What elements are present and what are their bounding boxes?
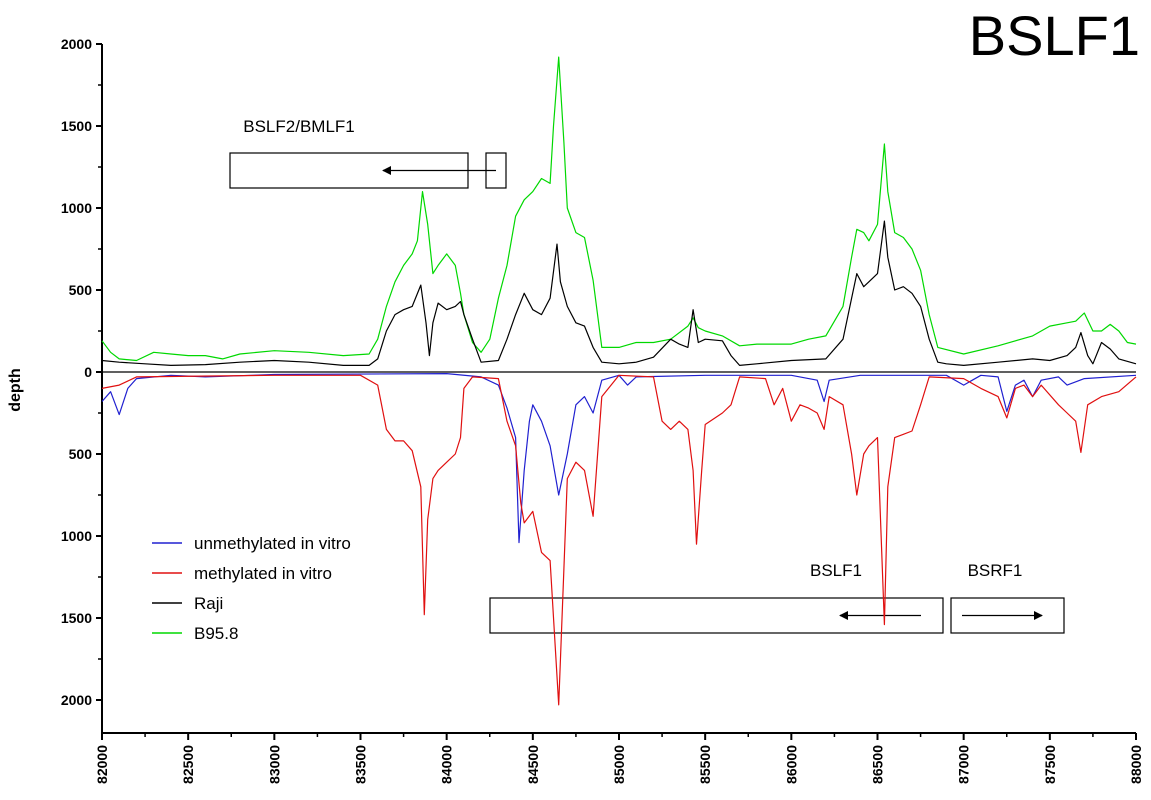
gene-label: BSRF1	[968, 561, 1023, 580]
legend-label: Raji	[194, 594, 223, 613]
x-tick-label: 83000	[266, 745, 282, 784]
axes: 2000 1500 1000 500 0 500 1000 1500 2000 82000 8250…	[61, 36, 1144, 784]
series-line-unmethylated-in-vitro	[101, 373, 1137, 544]
y-tick-label: 2000	[61, 36, 92, 52]
gene-box	[950, 597, 1065, 634]
x-tick-label: 88000	[1128, 745, 1144, 784]
y-tick-label: 1500	[61, 610, 92, 626]
x-tick-label: 82000	[94, 745, 110, 784]
gene-annotations: BSLF2/BMLF1 BSLF1 BSRF1	[229, 117, 1065, 634]
x-tick-label: 85500	[697, 745, 713, 784]
series-line-methylated-in-vitro	[101, 374, 1137, 706]
x-tick-label: 84000	[439, 745, 455, 784]
chart-title: BSLF1	[969, 4, 1140, 67]
gene-label: BSLF1	[810, 561, 862, 580]
x-tick-label: 83500	[353, 745, 369, 784]
legend-label: B95.8	[194, 624, 238, 643]
y-tick-label: 0	[84, 364, 92, 380]
y-tick-label: 1500	[61, 118, 92, 134]
y-tick-label: 1000	[61, 528, 92, 544]
gene-box	[489, 597, 944, 634]
x-tick-label: 86000	[783, 745, 799, 784]
x-tick-label: 84500	[525, 745, 541, 784]
x-tick-label: 87500	[1042, 745, 1058, 784]
legend-label: unmethylated in vitro	[194, 534, 351, 553]
gene-label: BSLF2/BMLF1	[243, 117, 355, 136]
x-tick-label: 87000	[956, 745, 972, 784]
x-tick-label: 85000	[611, 745, 627, 784]
gene-box	[485, 152, 507, 189]
legend: unmethylated in vitro methylated in vitro…	[152, 534, 351, 643]
y-tick-label: 2000	[61, 692, 92, 708]
legend-label: methylated in vitro	[194, 564, 332, 583]
y-tick-label: 1000	[61, 200, 92, 216]
series-lines	[101, 56, 1137, 706]
series-line-b95-8	[101, 56, 1137, 362]
y-tick-label: 500	[69, 446, 93, 462]
series-line-raji	[101, 220, 1137, 366]
y-axis-label: depth	[7, 368, 24, 412]
x-tick-label: 86500	[870, 745, 886, 784]
x-tick-label: 82500	[180, 745, 196, 784]
y-tick-label: 500	[69, 282, 93, 298]
